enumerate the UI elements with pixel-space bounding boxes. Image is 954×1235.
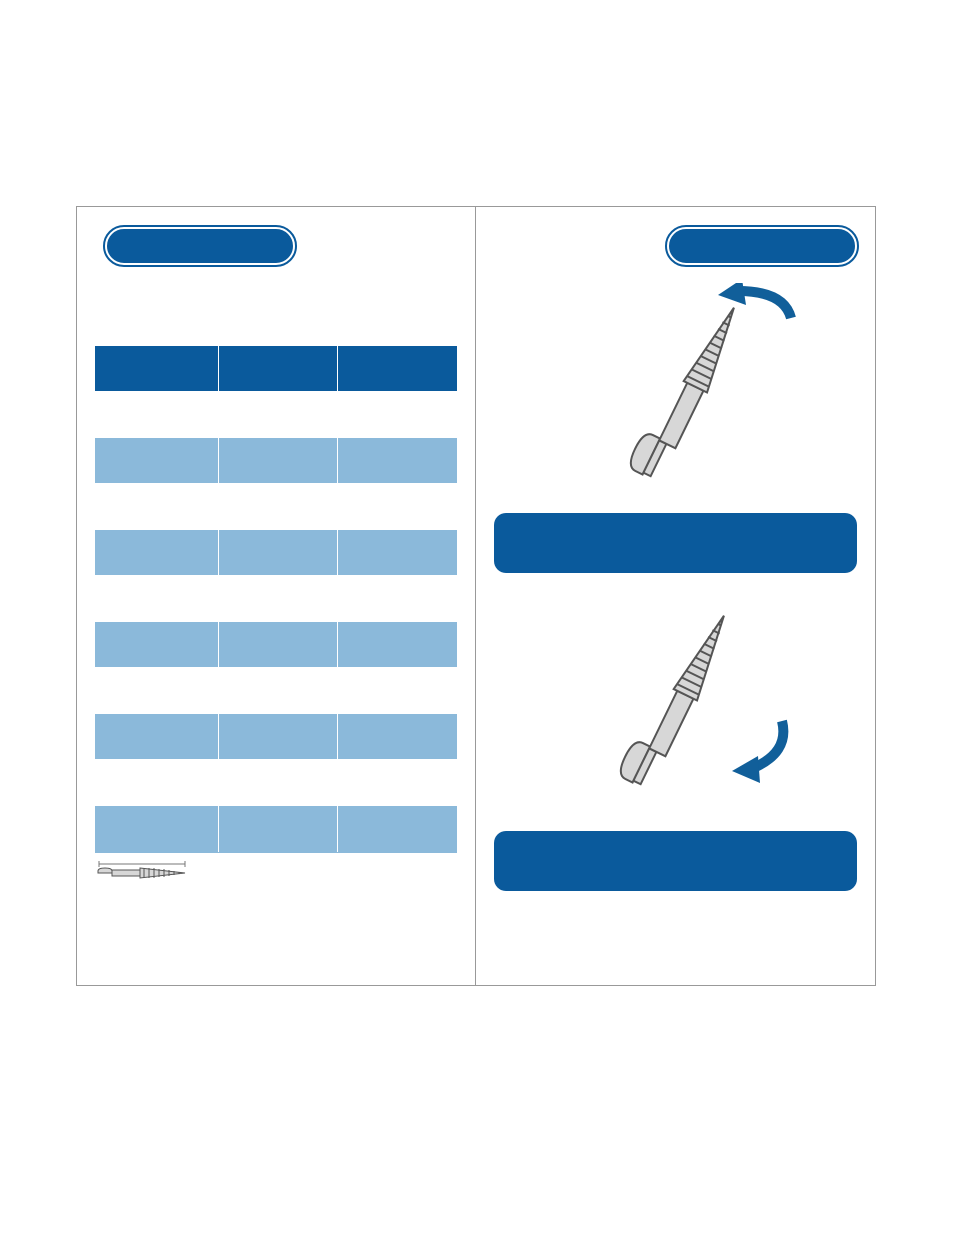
cell xyxy=(218,760,337,806)
screw-chart-wrap xyxy=(95,345,457,853)
cell xyxy=(218,576,337,622)
cell xyxy=(338,714,457,760)
cell xyxy=(218,392,337,438)
table-row xyxy=(95,484,457,530)
screw-a-icon xyxy=(546,283,806,503)
cell xyxy=(218,668,337,714)
table-row xyxy=(95,576,457,622)
cell xyxy=(218,714,337,760)
cell xyxy=(218,484,337,530)
table-row xyxy=(95,622,457,668)
cell xyxy=(95,484,218,530)
left-card xyxy=(77,207,476,985)
cell xyxy=(95,530,218,576)
cell xyxy=(95,438,218,484)
table-row xyxy=(95,760,457,806)
cell xyxy=(338,760,457,806)
cell xyxy=(338,484,457,530)
cell xyxy=(338,668,457,714)
screw-b-caption-bar xyxy=(494,831,857,891)
cell xyxy=(95,714,218,760)
table-row xyxy=(95,530,457,576)
right-heading-pill xyxy=(667,227,857,265)
cell xyxy=(338,392,457,438)
cell xyxy=(95,392,218,438)
right-card xyxy=(476,207,875,985)
spacer xyxy=(95,265,457,345)
table-row xyxy=(95,392,457,438)
cell xyxy=(95,806,218,852)
table-row xyxy=(95,806,457,852)
cell xyxy=(95,668,218,714)
cell xyxy=(95,760,218,806)
cell xyxy=(338,438,457,484)
screw-a-caption-bar xyxy=(494,513,857,573)
table-header-row xyxy=(95,346,457,392)
left-heading-pill xyxy=(105,227,295,265)
table-row xyxy=(95,438,457,484)
table-row xyxy=(95,668,457,714)
cell xyxy=(218,438,337,484)
screw-length-icon xyxy=(97,859,457,888)
screw-a-block xyxy=(494,283,857,573)
cell xyxy=(95,576,218,622)
card-container xyxy=(76,206,876,986)
table-row xyxy=(95,714,457,760)
cell xyxy=(338,622,457,668)
cell xyxy=(218,530,337,576)
cell xyxy=(338,530,457,576)
screw-chart-table xyxy=(95,345,457,852)
cell xyxy=(95,622,218,668)
cell xyxy=(218,806,337,852)
screw-b-block xyxy=(494,591,857,891)
cell xyxy=(218,622,337,668)
cell xyxy=(338,806,457,852)
screw-b-icon xyxy=(546,591,806,821)
cell xyxy=(338,576,457,622)
